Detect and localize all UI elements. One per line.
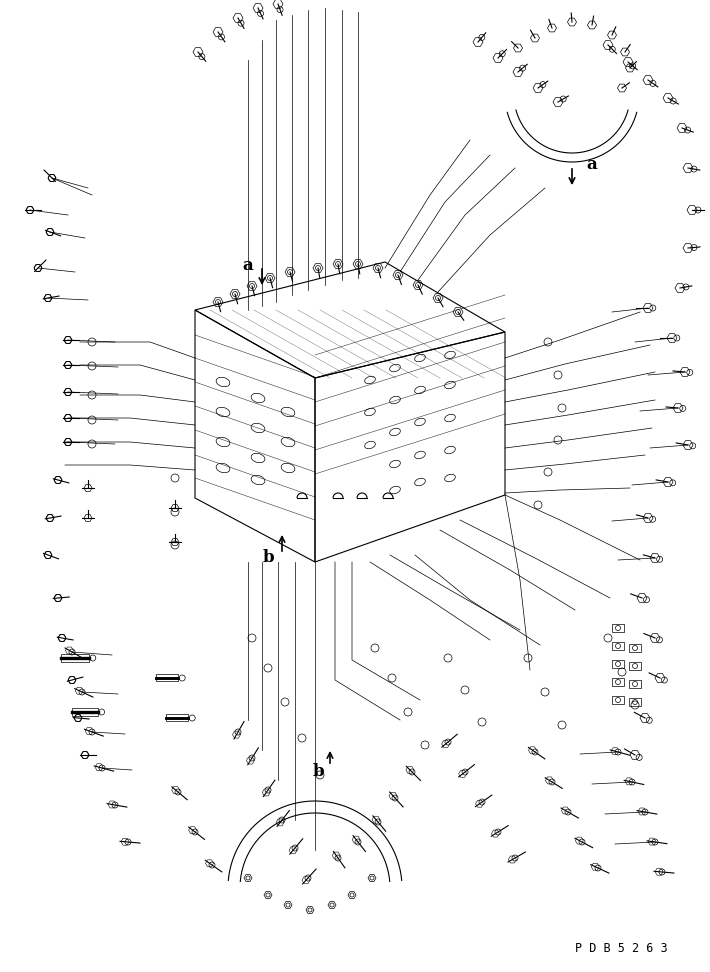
Text: b: b: [312, 763, 324, 781]
Text: b: b: [262, 549, 274, 567]
Text: a: a: [586, 156, 597, 173]
Bar: [629, 698, 641, 706]
Bar: [156, 675, 178, 681]
Bar: [629, 644, 641, 652]
Bar: [629, 680, 641, 688]
Bar: [612, 642, 624, 650]
Bar: [629, 662, 641, 670]
Bar: [612, 696, 624, 704]
Bar: [612, 624, 624, 632]
Text: P D B 5 2 6 3: P D B 5 2 6 3: [575, 942, 667, 955]
Bar: [166, 714, 188, 721]
Bar: [61, 654, 89, 662]
Bar: [612, 660, 624, 668]
Bar: [612, 678, 624, 686]
Bar: [72, 708, 97, 716]
Text: a: a: [243, 257, 253, 273]
